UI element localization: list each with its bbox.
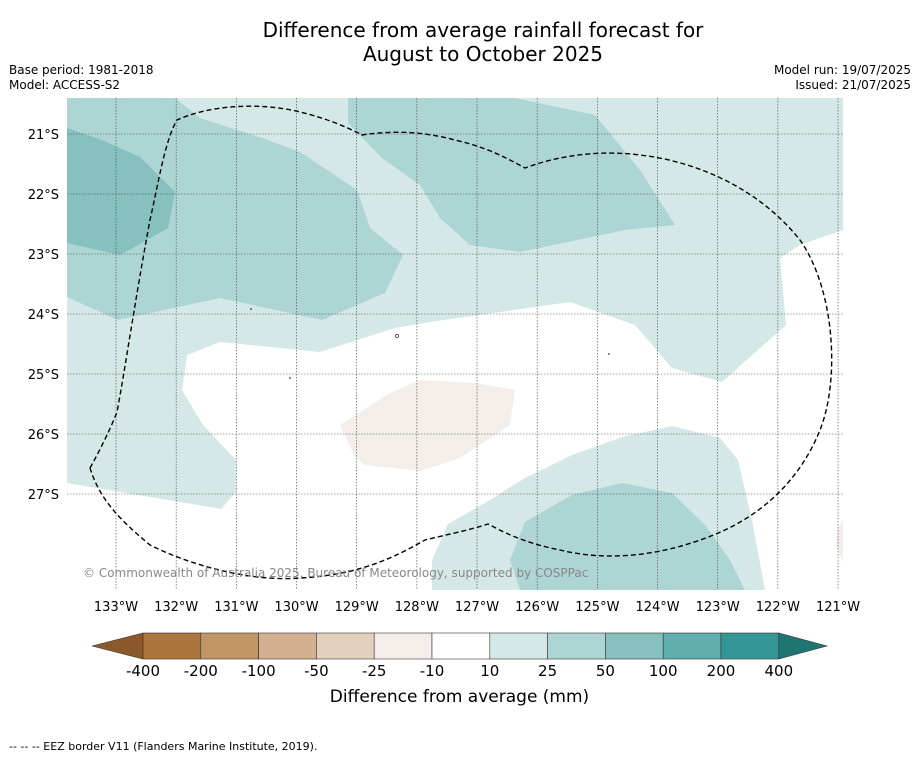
region-dark-teal [67,128,175,255]
lat-tick-label: 26°S [28,428,59,443]
colorbar-tick-label: 50 [595,662,615,680]
lon-tick-label: 126°W [515,600,559,615]
colorbar-segment [316,632,375,660]
colorbar-segment [489,632,548,660]
chart-title: Difference from average rainfall forecas… [0,18,919,66]
eez-border [89,105,833,580]
island-speck [395,334,399,338]
title-line-1: Difference from average rainfall forecas… [262,18,704,42]
lat-tick-label: 27°S [28,488,59,503]
lon-tick-label: 132°W [154,600,198,615]
colorbar-extend-high [778,632,829,660]
lon-tick-label: 124°W [635,600,679,615]
colorbar-title: Difference from average (mm) [329,687,590,707]
lat-tick-label: 25°S [28,368,59,383]
lon-tick-label: 127°W [455,600,499,615]
map-plot-area: © Commonwealth of Australia 2025, Bureau… [67,98,843,590]
lon-tick-label: 129°W [335,600,379,615]
longitude-labels: 133°W 132°W 131°W 130°W 129°W 128°W 127°W 126°W… [94,600,860,615]
meta-right: Model run: 19/07/2025 Issued: 21/07/2025 [774,63,911,93]
copyright-text: © Commonwealth of Australia 2025, Bureau… [83,566,588,580]
eez-legend-note: -- -- -- EEZ border V11 (Flanders Marine… [9,740,318,753]
colorbar-tick-label: -400 [125,662,161,680]
colorbar-tick-label: -50 [304,662,329,680]
colorbar-tick-label: -10 [419,662,445,680]
colorbar-tick-label: 200 [706,662,736,680]
title-line-2: August to October 2025 [362,42,604,66]
region-medium-teal-north [348,98,675,252]
latitude-labels: 21°S 22°S 23°S 24°S 25°S 26°S 27°S [28,128,59,503]
colorbar [91,632,829,660]
region-medium-teal-south [510,483,745,590]
island-speck [608,353,610,355]
lon-tick-label: 123°W [696,600,740,615]
colorbar-tick-label: 10 [480,662,500,680]
colorbar-tick-label: -200 [183,662,218,680]
island-speck [289,377,291,379]
base-period-label: Base period: 1981-2018 [9,63,154,77]
colorbar-segment [373,632,433,660]
colorbar-segment [662,632,722,660]
issued-label: Issued: 21/07/2025 [795,78,911,92]
lon-tick-label: 121°W [816,600,860,615]
colorbar-segment [605,632,664,660]
lon-tick-label: 133°W [94,600,138,615]
island-speck [250,308,252,310]
lat-tick-label: 22°S [28,188,59,203]
lon-tick-label: 131°W [214,600,258,615]
graticule [67,98,843,590]
model-label: Model: ACCESS-S2 [9,78,121,92]
colorbar-segment [142,632,202,660]
meta-left: Base period: 1981-2018 Model: ACCESS-S2 [9,63,154,93]
colorbar-segment [720,632,780,660]
model-run-label: Model run: 19/07/2025 [773,63,911,77]
colorbar-tick-label: 400 [764,662,794,680]
lon-tick-label: 125°W [575,600,619,615]
colorbar-tick-label: 100 [648,662,678,680]
lat-tick-label: 24°S [28,308,59,323]
colorbar-segment [258,632,317,660]
lat-tick-label: 23°S [28,248,59,263]
colorbar-tick-label: -25 [361,662,387,680]
colorbar-extend-low [91,632,144,660]
lon-tick-label: 128°W [395,600,439,615]
region-medium-teal-west [67,98,403,320]
lon-tick-label: 130°W [274,600,318,615]
colorbar-tick-label: -100 [241,662,276,680]
colorbar-segment [200,632,259,660]
region-slightly-dry [340,380,515,471]
colorbar-segment [431,632,491,660]
lon-tick-label: 122°W [756,600,800,615]
lat-tick-label: 21°S [28,128,59,143]
colorbar-segment [547,632,606,660]
colorbar-tick-label: 25 [538,662,558,680]
